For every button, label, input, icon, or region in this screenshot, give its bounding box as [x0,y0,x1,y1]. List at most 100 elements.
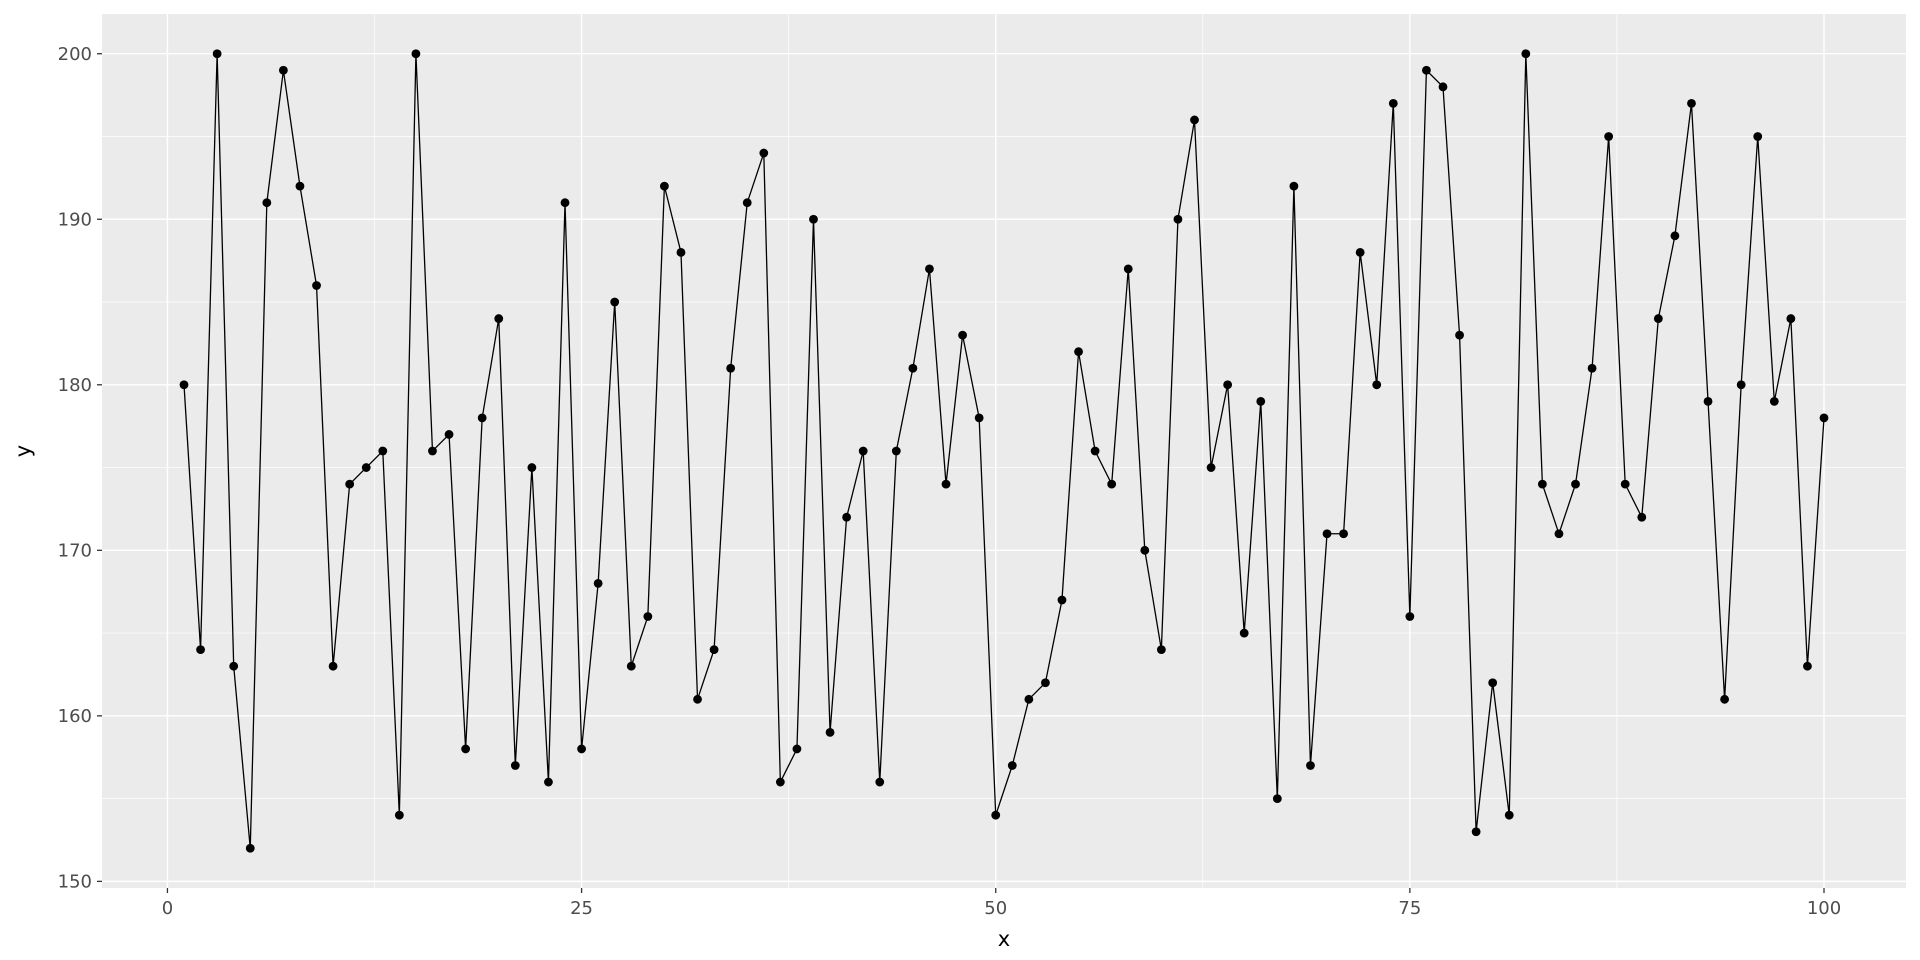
data-point [742,198,752,208]
data-point [792,744,802,754]
y-tick-label: 150 [58,871,92,892]
data-point [1769,396,1779,406]
data-series [179,49,1829,853]
data-point [693,694,702,704]
data-point [1190,115,1199,125]
data-point [1504,810,1514,820]
data-point [494,314,504,323]
data-point [1670,231,1680,241]
data-point [875,777,885,787]
panel-background [102,14,1906,888]
data-point [709,645,719,655]
data-point [1223,380,1233,390]
x-tick-label: 75 [1398,898,1421,919]
data-point [577,744,586,754]
data-point [1140,545,1150,555]
data-point [262,198,272,208]
data-point [527,463,537,472]
data-point [212,49,222,59]
data-point [361,463,371,472]
data-point [428,446,437,456]
data-point [196,645,205,655]
data-point [1703,396,1713,406]
data-point [991,810,1001,820]
data-point [925,264,934,274]
data-point [941,479,951,489]
data-point [1206,463,1216,472]
data-point [229,661,239,671]
data-point [1803,661,1812,671]
x-tick-label: 0 [162,898,173,919]
data-point [1007,761,1017,770]
data-point [1339,529,1348,539]
plot-panel [102,14,1906,888]
data-point [295,181,305,191]
data-point [643,612,653,621]
data-point [775,777,785,787]
data-point [1272,794,1282,804]
data-point [1156,645,1166,655]
data-point [1471,827,1481,837]
data-point [1488,678,1498,688]
data-point [1355,247,1365,257]
data-point [1057,595,1067,605]
data-point [510,761,520,770]
data-point [1620,479,1630,489]
series-line [183,53,1825,849]
data-point [626,661,636,671]
data-point [1753,132,1763,141]
data-point [974,413,984,423]
data-point [1587,363,1597,373]
data-point [1604,132,1614,141]
data-point [1455,330,1464,340]
data-point [1041,678,1050,688]
data-point [1256,396,1266,406]
data-point [1571,479,1580,489]
data-point [560,198,570,208]
data-point [1537,479,1547,489]
data-point [179,380,189,390]
data-point [1322,529,1332,539]
x-tick-label: 100 [1807,898,1841,919]
data-point [1521,49,1531,59]
y-axis-title: y [11,445,35,457]
data-point [610,297,620,307]
data-point [1123,264,1133,274]
data-point [908,363,918,373]
data-point [1388,98,1398,108]
x-tick-label: 25 [570,898,593,919]
data-point [1637,512,1647,522]
data-point [1819,413,1829,423]
data-point [444,430,454,439]
data-point [544,777,553,787]
data-point [676,247,686,257]
x-axis-title: x [998,927,1010,951]
y-tick-label: 200 [58,44,92,65]
data-point [461,744,471,754]
data-point [278,65,288,75]
y-tick-label: 160 [58,706,92,727]
data-point [1173,214,1183,224]
y-tick-label: 190 [58,209,92,230]
data-point [477,413,487,423]
data-point [891,446,901,456]
data-point [245,843,255,853]
data-point [825,728,835,737]
data-point [312,281,321,290]
data-point [1438,82,1448,92]
y-tick-label: 180 [58,375,92,396]
data-point [858,446,868,456]
data-point [1372,380,1382,390]
y-tick-label: 170 [58,540,92,561]
data-point [1720,694,1730,704]
axes: 0 25 50 75 100 150 160 170 180 190 200 [58,44,1842,919]
data-point [394,810,404,820]
data-point [1239,628,1249,638]
major-gridlines [102,14,1906,888]
data-point [345,479,355,489]
data-point [1024,694,1034,704]
data-point [1107,479,1117,489]
x-tick-label: 50 [984,898,1007,919]
